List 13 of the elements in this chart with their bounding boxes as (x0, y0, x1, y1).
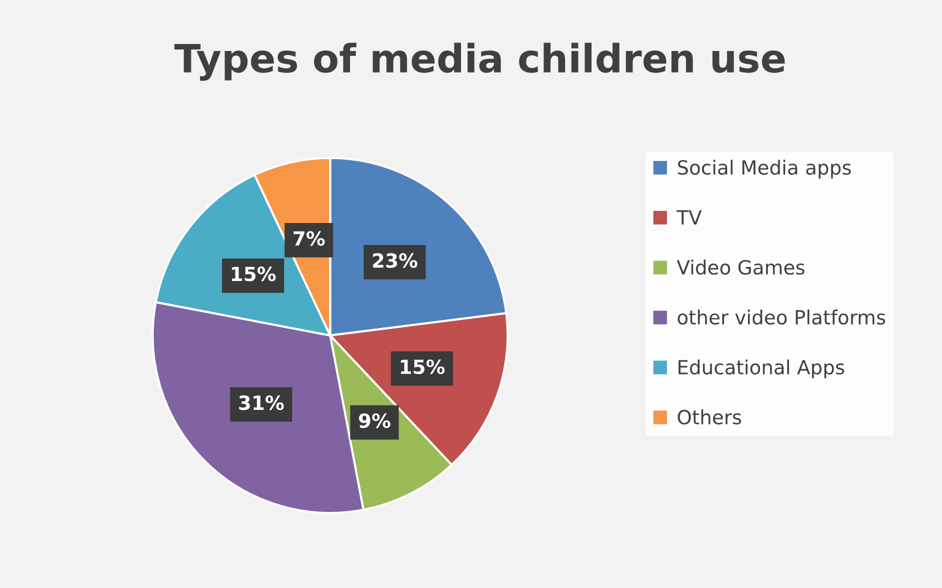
legend-label: TV (676, 210, 702, 224)
data-label: 15% (400, 359, 445, 374)
data-label: 23% (372, 253, 418, 268)
legend-label: Social Media apps (678, 160, 851, 179)
legend-label: Others (678, 409, 742, 424)
chart-title: Types of media children use (174, 42, 785, 81)
data-label: 9% (358, 413, 390, 428)
data-label: 31% (239, 395, 284, 410)
data-label: 15% (232, 266, 276, 282)
legend-label: other video Platforms (678, 310, 886, 325)
legend-label: Educational Apps (678, 359, 844, 378)
data-label: 7% (294, 231, 325, 246)
legend-label: Video Games (676, 260, 804, 275)
